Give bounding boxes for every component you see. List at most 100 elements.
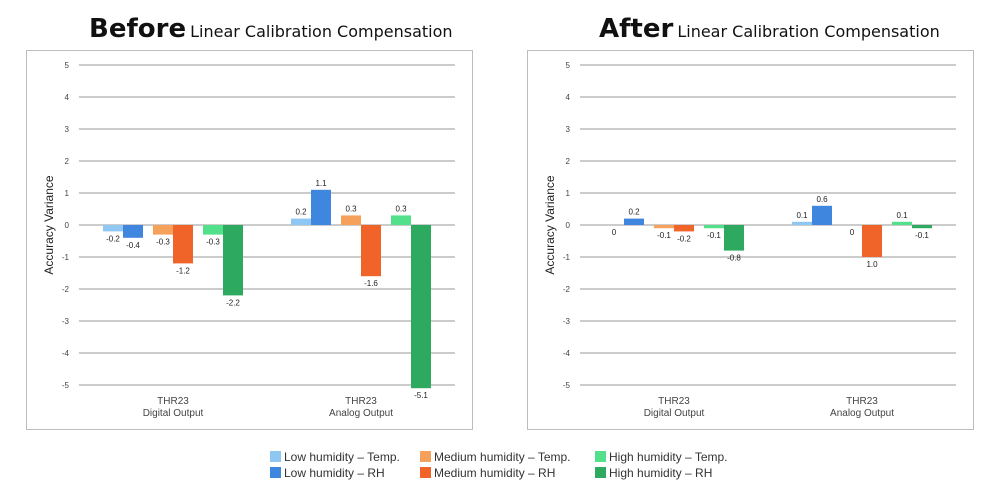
bar	[674, 225, 694, 232]
category-label: Analog Output	[830, 408, 894, 419]
y-tick-label: 0	[65, 221, 70, 230]
bar	[724, 225, 744, 251]
legend-item-high-temp: High humidity – Temp.	[595, 450, 728, 466]
bar	[892, 221, 912, 225]
data-label: 0.6	[816, 195, 828, 204]
y-tick-label: 3	[65, 125, 70, 134]
chart-subtitle: Linear Calibration Compensation	[190, 22, 453, 41]
bar	[341, 215, 361, 225]
bar	[123, 225, 143, 238]
chart-subtitle: Linear Calibration Compensation	[677, 22, 940, 41]
y-tick-label: 1	[566, 189, 571, 198]
y-tick-label: -2	[62, 285, 70, 294]
bar	[361, 225, 381, 277]
data-label: -0.3	[206, 238, 220, 247]
bar	[411, 225, 431, 389]
chart-title-main: Before	[89, 14, 187, 44]
data-label: 0.3	[395, 204, 407, 213]
bar	[912, 225, 932, 229]
legend-swatch	[595, 467, 606, 478]
legend-label: Low humidity – Temp.	[284, 450, 400, 464]
legend-swatch	[420, 451, 431, 462]
bar	[654, 225, 674, 229]
bar	[103, 225, 123, 232]
chart-frame-after: 5 4 3 2 1 0 -1 -2 -3 -4 -5 Accuracy Variance 0 0.2 -0.…	[527, 50, 974, 430]
bar	[173, 225, 193, 264]
chart-title-after: After Linear Calibration Compensation	[599, 14, 940, 50]
category-label: Digital Output	[143, 408, 204, 419]
data-label: -5.1	[414, 391, 428, 400]
bar-chart-after: 5 4 3 2 1 0 -1 -2 -3 -4 -5 Accuracy Variance 0 0.2 -0.…	[543, 61, 956, 419]
legend-label: High humidity – Temp.	[609, 450, 728, 464]
bar	[792, 221, 812, 225]
data-label: -2.2	[226, 298, 240, 307]
y-tick-label: -3	[563, 317, 571, 326]
y-tick-label: 5	[566, 61, 571, 70]
legend-item-low-temp: Low humidity – Temp.	[270, 450, 400, 466]
data-label: 0	[850, 228, 855, 237]
bar	[812, 205, 832, 225]
bar	[624, 218, 644, 225]
data-label: -0.1	[707, 231, 721, 240]
bar	[153, 225, 173, 235]
y-tick-label: 5	[65, 61, 70, 70]
y-tick-label: -5	[62, 381, 70, 390]
y-tick-label: 3	[566, 125, 571, 134]
legend-label: Low humidity – RH	[284, 466, 385, 480]
y-tick-label: 4	[65, 93, 70, 102]
bar	[223, 225, 243, 296]
y-tick-label: 0	[566, 221, 571, 230]
legend-item-low-rh: Low humidity – RH	[270, 466, 385, 482]
data-label: -1.6	[364, 279, 378, 288]
y-tick-label: 2	[65, 157, 70, 166]
bar	[291, 218, 311, 225]
chart-frame-before: 5 4 3 2 1 0 -1 -2 -3 -4 -5 Accuracy Variance -0.2 -0.…	[26, 50, 473, 430]
y-tick-label: -4	[563, 349, 571, 358]
data-label: -0.2	[106, 234, 120, 243]
y-tick-label: 1	[65, 189, 70, 198]
category-label: THR23	[157, 396, 189, 407]
data-label: -0.4	[126, 241, 140, 250]
chart-title-before: Before Linear Calibration Compensation	[89, 14, 453, 50]
category-label: THR23	[846, 396, 878, 407]
chart-title-main: After	[599, 14, 674, 44]
y-tick-label: -4	[62, 349, 70, 358]
y-axis-label: Accuracy Variance	[42, 175, 56, 274]
bar	[862, 225, 882, 257]
legend-item-med-rh: Medium humidity – RH	[420, 466, 555, 482]
y-tick-label: -2	[563, 285, 571, 294]
legend-swatch	[270, 451, 281, 462]
data-label: 0.1	[796, 211, 808, 220]
data-label: -0.8	[727, 254, 741, 263]
bar	[203, 225, 223, 235]
y-axis-label: Accuracy Variance	[543, 175, 557, 274]
legend-swatch	[420, 467, 431, 478]
bar	[704, 225, 724, 229]
data-label: 0.2	[628, 208, 640, 217]
bar	[311, 189, 331, 225]
data-label: -0.3	[156, 238, 170, 247]
category-label: Digital Output	[644, 408, 705, 419]
legend-item-med-temp: Medium humidity – Temp.	[420, 450, 571, 466]
legend-label: Medium humidity – RH	[434, 466, 556, 480]
y-tick-label: -1	[62, 253, 70, 262]
y-tick-label: -3	[62, 317, 70, 326]
data-label: -0.2	[677, 234, 691, 243]
data-label: 1.0	[866, 260, 878, 269]
data-label: 0.3	[345, 204, 357, 213]
data-label: 1.1	[315, 179, 327, 188]
data-label: 0	[612, 228, 617, 237]
y-tick-label: 4	[566, 93, 571, 102]
legend: Low humidity – Temp. Medium humidity – T…	[270, 450, 750, 484]
legend-swatch	[595, 451, 606, 462]
category-label: Analog Output	[329, 408, 393, 419]
y-tick-label: -1	[563, 253, 571, 262]
legend-item-high-rh: High humidity – RH	[595, 466, 712, 482]
legend-label: Medium humidity – Temp.	[434, 450, 571, 464]
data-label: 0.1	[896, 211, 908, 220]
category-label: THR23	[345, 396, 377, 407]
category-label: THR23	[658, 396, 690, 407]
bar-chart-before: 5 4 3 2 1 0 -1 -2 -3 -4 -5 Accuracy Variance -0.2 -0.…	[42, 61, 455, 419]
data-label: -1.2	[176, 266, 190, 275]
legend-label: High humidity – RH	[609, 466, 713, 480]
